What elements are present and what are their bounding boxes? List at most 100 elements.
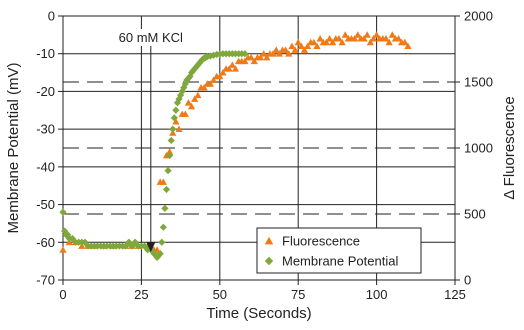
- legend-label-fluorescence: Fluorescence: [282, 234, 360, 249]
- y-tick-label: -40: [36, 159, 55, 174]
- y-tick-label: 0: [48, 9, 55, 24]
- fluorescence-point: [59, 246, 67, 253]
- y-tick-label: -70: [36, 273, 55, 288]
- y2-tick-label: 1500: [464, 75, 493, 90]
- membrane-potential-point: [170, 114, 178, 122]
- fluorescence-point: [275, 50, 283, 57]
- legend-diamond-icon: [264, 256, 274, 266]
- fluorescence-point: [382, 35, 390, 42]
- fluorescence-point: [291, 46, 299, 53]
- annotation-background: [109, 29, 192, 46]
- fluorescence-point: [294, 38, 302, 46]
- fluorescence-point: [191, 95, 199, 102]
- legend: Fluorescence Membrane Potential: [256, 227, 422, 274]
- fluorescence-point: [263, 53, 271, 61]
- y2-tick-label: 0: [464, 273, 471, 288]
- secondary-gridlines: [63, 81, 455, 215]
- fluorescence-point: [341, 31, 349, 38]
- y2-axis-title: Δ Fluorescence: [501, 96, 518, 199]
- fluorescence-point: [329, 38, 337, 46]
- legend-box: [256, 227, 422, 274]
- fluorescence-point: [250, 57, 258, 65]
- x-axis-title: Time (Seconds): [206, 305, 311, 322]
- y-tick-label: -20: [36, 84, 55, 99]
- x-tick-label: 50: [213, 287, 227, 302]
- fluorescence-point: [241, 57, 249, 65]
- y2-tick-label: 1000: [464, 141, 493, 156]
- fluorescence-point: [228, 61, 236, 68]
- series: [59, 31, 412, 261]
- fluorescence-point: [316, 35, 324, 42]
- fluorescence-point: [231, 65, 240, 72]
- fluorescence-point: [322, 38, 331, 46]
- fluorescence-point: [166, 148, 174, 155]
- membrane-potential-point: [166, 151, 174, 160]
- fluorescence-point: [385, 38, 393, 46]
- membrane-potential-point: [203, 53, 211, 61]
- fluorescence-point: [401, 38, 409, 46]
- annotation-arrowhead: [146, 242, 156, 253]
- legend-marker-membrane-potential: [264, 256, 274, 266]
- fluorescence-point: [200, 84, 208, 91]
- series-membrane-potential: [59, 50, 249, 261]
- fluorescence-point: [256, 53, 265, 61]
- fluorescence-point: [269, 50, 277, 57]
- fluorescence-point: [373, 31, 381, 38]
- fluorescence-point: [360, 35, 368, 42]
- fluorescence-point: [310, 38, 318, 46]
- fluorescence-point: [187, 102, 196, 110]
- fluorescence-point: [335, 35, 343, 42]
- x-tick-label: 0: [59, 287, 66, 302]
- fluorescence-point: [282, 46, 290, 53]
- fluorescence-point: [304, 42, 312, 50]
- fluorescence-point: [338, 38, 346, 46]
- fluorescence-point: [247, 53, 255, 61]
- membrane-potential-point: [158, 238, 166, 246]
- membrane-potential-point: [161, 204, 169, 212]
- membrane-potential-point: [209, 51, 218, 59]
- fluorescence-point: [369, 35, 378, 42]
- membrane-potential-point: [241, 50, 249, 58]
- fluorescence-point: [159, 178, 167, 185]
- membrane-potential-point: [164, 167, 172, 175]
- membrane-potential-point: [159, 223, 167, 231]
- fluorescence-point: [366, 38, 374, 46]
- fluorescence-point: [285, 50, 293, 57]
- y-tick-label: -30: [36, 122, 55, 137]
- fluorescence-point: [388, 31, 396, 38]
- membrane-potential-point: [169, 125, 177, 133]
- fluorescence-point: [404, 42, 412, 50]
- membrane-potential-point: [156, 250, 164, 258]
- fluorescence-point: [288, 42, 296, 50]
- fluorescence-point: [209, 76, 218, 83]
- annotation-label: 60 mM KCl: [119, 30, 183, 45]
- fluorescence-point: [260, 50, 268, 57]
- legend-marker-fluorescence: [264, 236, 274, 245]
- y-tick-label: -60: [36, 235, 55, 250]
- fluorescence-point: [181, 110, 189, 117]
- fluorescence-point: [363, 31, 371, 38]
- membrane-potential-point: [167, 136, 175, 145]
- membrane-potential-point: [59, 208, 67, 216]
- y-tick-label: -50: [36, 197, 55, 212]
- fluorescence-point: [216, 72, 224, 80]
- y2-tick-label: 500: [464, 207, 486, 222]
- fluorescence-point: [175, 125, 183, 133]
- membrane-potential-point: [172, 106, 180, 114]
- x-tick-label: 25: [134, 287, 148, 302]
- legend-label-membrane-potential: Membrane Potential: [282, 254, 398, 269]
- fluorescence-point: [325, 35, 334, 42]
- legend-triangle-icon: [264, 236, 274, 245]
- fluorescence-point: [184, 99, 193, 106]
- y-tick-label: -10: [36, 46, 55, 61]
- fluorescence-point: [297, 42, 305, 50]
- fluorescence-point: [394, 35, 403, 42]
- kcl-annotation: 60 mM KCl: [109, 29, 192, 253]
- fluorescence-point: [153, 246, 161, 253]
- x-tick-label: 75: [291, 287, 305, 302]
- series-fluorescence: [59, 31, 412, 253]
- y-axis-title: Membrane Potential (mV): [5, 63, 22, 234]
